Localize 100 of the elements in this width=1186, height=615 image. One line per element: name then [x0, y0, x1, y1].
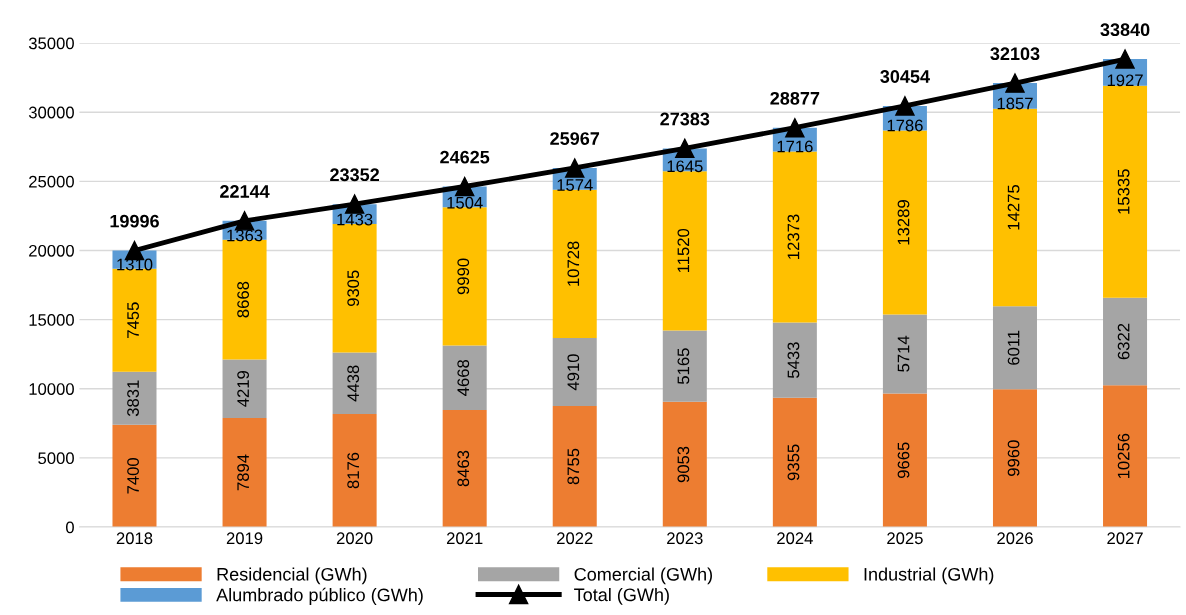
legend-label: Industrial (GWh) — [864, 567, 994, 585]
data-label: 12373 — [787, 214, 800, 259]
bar — [882, 130, 927, 315]
data-label: 1433 — [337, 213, 373, 226]
data-label: 25967 — [550, 132, 600, 145]
x-tick-label: 2019 — [226, 532, 263, 545]
bar — [332, 352, 377, 414]
data-label: 15335 — [1117, 169, 1130, 214]
bar — [332, 413, 377, 528]
bar — [442, 410, 487, 528]
x-tick-label: 2018 — [116, 532, 153, 545]
data-label: 32103 — [990, 47, 1040, 61]
point — [785, 118, 805, 138]
data-label: 1857 — [997, 97, 1033, 110]
bar — [1103, 85, 1148, 298]
bar — [552, 405, 597, 528]
x-tick-label: 2021 — [446, 532, 483, 545]
bar — [882, 314, 927, 394]
y-tick-label: 15000 — [29, 314, 74, 326]
bar — [552, 189, 597, 339]
y-tick-label: 25000 — [29, 175, 74, 188]
bar — [1103, 385, 1148, 528]
x-tick-label: 2024 — [777, 532, 813, 545]
data-label: 5165 — [677, 348, 690, 385]
data-label: 8755 — [567, 448, 580, 485]
data-label: 33840 — [1100, 23, 1150, 37]
data-label: 5433 — [787, 342, 800, 378]
point — [1115, 49, 1135, 69]
data-label: 5714 — [897, 335, 910, 372]
x-tick-label: 2020 — [336, 532, 373, 545]
bar — [112, 371, 157, 425]
data-label: 4910 — [567, 354, 580, 391]
x-tick-label: 2022 — [557, 532, 593, 545]
data-label: 6011 — [1007, 330, 1020, 365]
data-label: 23352 — [330, 168, 379, 182]
data-label: 9960 — [1007, 440, 1020, 476]
bar — [772, 397, 817, 528]
data-label: 11520 — [677, 228, 690, 273]
data-label: 27383 — [660, 112, 710, 126]
data-label: 7455 — [127, 302, 139, 338]
bar — [1103, 297, 1148, 386]
data-label: 1363 — [227, 229, 263, 242]
data-label: 1645 — [667, 160, 703, 173]
x-tick-label: 2027 — [1107, 532, 1143, 545]
bar — [552, 338, 597, 406]
bar — [222, 359, 267, 418]
bar — [662, 330, 707, 402]
data-label: 30454 — [880, 70, 930, 83]
point — [1005, 73, 1025, 93]
point — [344, 194, 365, 214]
y-tick-label: 35000 — [28, 37, 74, 50]
y-tick-label: 0 — [65, 521, 74, 534]
legend-label: Residencial (GWh) — [217, 567, 367, 585]
legend-label: Total (GWh) — [574, 587, 669, 605]
bar — [992, 389, 1037, 528]
bar — [992, 306, 1037, 390]
x-tick-label: 2025 — [887, 532, 923, 545]
data-label: 4668 — [457, 359, 470, 396]
data-label: 8463 — [457, 450, 470, 487]
data-label: 4438 — [347, 365, 360, 402]
bar — [772, 322, 817, 398]
data-label: 28877 — [770, 91, 820, 105]
bar — [442, 207, 487, 346]
data-label: 1504 — [447, 196, 483, 209]
point — [675, 138, 695, 159]
data-label: 9305 — [347, 270, 360, 307]
bar — [222, 417, 267, 528]
data-label: 10256 — [1117, 433, 1130, 479]
data-label: 1574 — [557, 179, 593, 191]
point — [234, 211, 255, 231]
bar — [662, 171, 707, 331]
data-label: 1786 — [887, 119, 923, 132]
y-tick-label: 5000 — [38, 452, 74, 465]
data-label: 9665 — [897, 442, 910, 478]
legend-label: Comercial (GWh) — [574, 567, 713, 585]
data-label: 24625 — [440, 150, 490, 164]
data-label: 8668 — [237, 281, 250, 318]
data-label: 8176 — [347, 452, 360, 489]
y-tick-label: 20000 — [29, 244, 74, 257]
legend-label: Alumbrado público (GWh) — [216, 587, 423, 605]
point — [895, 96, 915, 116]
data-label: 9990 — [457, 258, 470, 295]
data-label: 9355 — [787, 444, 800, 481]
data-label: 10728 — [567, 241, 580, 286]
data-label: 7400 — [127, 458, 139, 494]
bar — [442, 345, 487, 411]
data-label: 22144 — [220, 185, 270, 198]
data-label: 9053 — [677, 446, 690, 483]
data-label: 1927 — [1107, 74, 1143, 87]
data-label: 3831 — [127, 380, 139, 417]
bar — [662, 401, 707, 528]
y-tick-label: 10000 — [29, 383, 74, 395]
bar — [882, 393, 927, 528]
point — [565, 158, 585, 178]
bar — [992, 108, 1037, 307]
data-label: 6322 — [1117, 323, 1130, 360]
data-label: 7894 — [237, 454, 250, 491]
x-tick-label: 2023 — [667, 532, 703, 545]
bar — [112, 424, 157, 528]
data-label: 4219 — [237, 370, 250, 407]
